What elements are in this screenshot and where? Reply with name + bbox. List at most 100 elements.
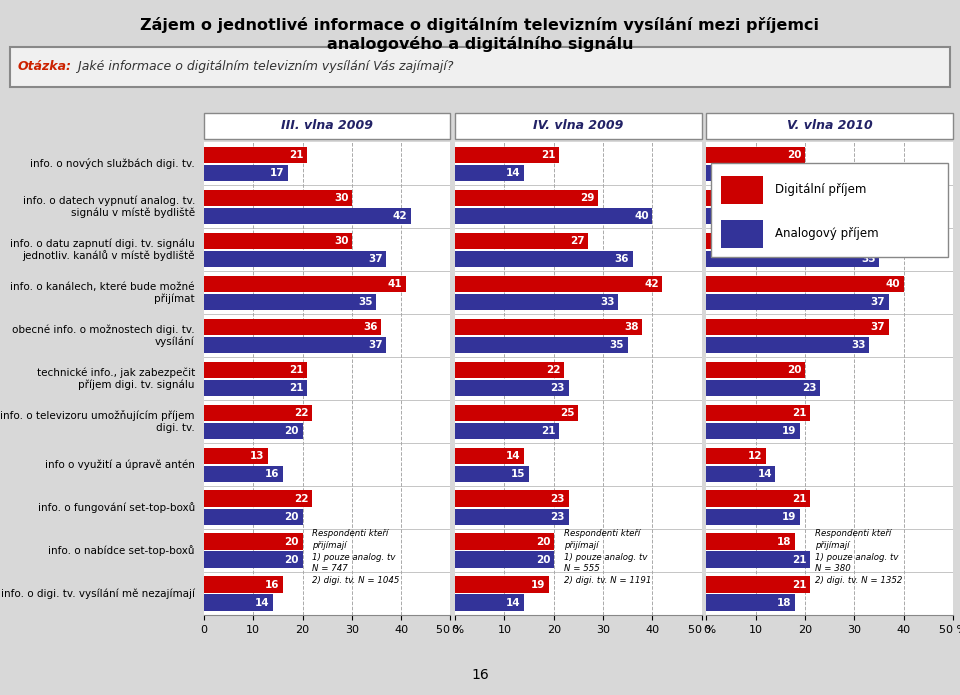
Text: 21: 21 [792,555,806,564]
Text: 38: 38 [625,322,639,332]
Bar [204,208,411,224]
Bar [204,190,352,206]
Text: 20: 20 [284,537,300,546]
Text: 19: 19 [782,512,797,522]
Text: 35: 35 [861,254,876,264]
Text: 20: 20 [536,555,550,564]
Bar [204,404,312,421]
Bar [455,294,618,310]
Text: 21: 21 [540,150,555,160]
Text: 42: 42 [644,279,659,289]
Text: 29: 29 [580,193,594,203]
Bar [204,466,283,482]
Text: info. o kanálech, které bude možné
přijímat: info. o kanálech, které bude možné přijí… [11,281,195,304]
Text: 40: 40 [635,211,649,221]
Bar [204,534,302,550]
Text: 15: 15 [511,468,526,479]
Bar [455,251,633,267]
Text: Jaké informace o digitálním televizním vysílání Vás zajímají?: Jaké informace o digitálním televizním v… [74,60,453,73]
Bar [707,466,776,482]
Text: 21: 21 [792,580,806,589]
Bar [455,208,653,224]
Bar [707,336,869,353]
Bar [455,509,568,525]
Text: 16: 16 [471,669,489,682]
Text: 23: 23 [551,493,565,504]
Text: Respondenti kteří
přijímají
1) pouze analog. tv
N = 747
2) digi. tv. N = 1045: Respondenti kteří přijímají 1) pouze ana… [312,529,399,585]
Bar [455,318,642,335]
Text: 35: 35 [358,297,373,307]
Bar [455,147,559,163]
Bar [455,466,529,482]
Bar [455,576,549,593]
Text: 14: 14 [757,468,772,479]
FancyBboxPatch shape [711,163,948,257]
Text: IV. vlna 2009: IV. vlna 2009 [533,120,624,132]
Bar [204,552,302,568]
Text: 41: 41 [388,279,402,289]
Bar [455,233,588,249]
Text: 36: 36 [614,254,629,264]
Bar [707,491,810,507]
Bar [707,448,765,464]
Text: 42: 42 [393,211,408,221]
Bar [707,147,804,163]
Bar [455,448,524,464]
Text: 37: 37 [369,340,383,350]
Bar [204,594,273,611]
Text: 14: 14 [255,598,270,607]
Text: 20: 20 [536,537,550,546]
Bar [721,176,763,204]
Bar [204,509,302,525]
Text: 22: 22 [295,408,309,418]
Bar [707,534,795,550]
Text: 14: 14 [757,168,772,178]
Bar [455,190,598,206]
Text: 22: 22 [545,365,561,375]
Bar [707,361,804,378]
Bar [455,534,554,550]
Text: 40: 40 [885,279,900,289]
Text: 20: 20 [787,150,802,160]
Text: 22: 22 [295,493,309,504]
Bar [707,251,878,267]
Bar [204,576,283,593]
Bar [707,552,810,568]
Bar [707,576,810,593]
Bar [455,165,524,181]
Bar [455,336,628,353]
Text: III. vlna 2009: III. vlna 2009 [281,120,373,132]
Text: 37: 37 [369,254,383,264]
Text: info. o datu zapnutí digi. tv. signálu
jednotliv. kanálů v místě bydliště: info. o datu zapnutí digi. tv. signálu j… [11,238,195,261]
Bar [204,251,386,267]
Text: 14: 14 [506,168,520,178]
Text: 21: 21 [792,408,806,418]
Bar [707,208,913,224]
Text: 14: 14 [506,598,520,607]
Text: 18: 18 [778,598,792,607]
Bar [455,404,578,421]
Bar [204,448,268,464]
Text: 21: 21 [290,365,304,375]
Text: 23: 23 [551,383,565,393]
Text: 36: 36 [364,322,378,332]
Text: 13: 13 [251,450,265,461]
Text: info. o fungování set-top-boxů: info. o fungování set-top-boxů [37,502,195,513]
Text: obecné info. o možnostech digi. tv.
vysílání: obecné info. o možnostech digi. tv. vysí… [12,325,195,348]
Bar [455,361,564,378]
Text: 16: 16 [265,468,279,479]
Text: Digitální příjem: Digitální příjem [775,183,867,196]
Text: 20: 20 [284,426,300,436]
Bar [204,423,302,439]
Bar [204,233,352,249]
Text: info. o nabídce set-top-boxů: info. o nabídce set-top-boxů [48,545,195,556]
FancyBboxPatch shape [204,113,450,139]
Text: 19: 19 [531,580,545,589]
Bar [204,165,288,181]
Text: info. o datech vypnutí analog. tv.
signálu v místě bydliště: info. o datech vypnutí analog. tv. signá… [22,195,195,218]
Text: 27: 27 [570,236,585,246]
Text: Respondenti kteří
přijímají
1) pouze analog. tv
N = 555
2) digi. tv. N = 1191: Respondenti kteří přijímají 1) pouze ana… [564,529,651,585]
Text: 35: 35 [610,340,624,350]
FancyBboxPatch shape [707,113,952,139]
Bar [707,379,820,396]
